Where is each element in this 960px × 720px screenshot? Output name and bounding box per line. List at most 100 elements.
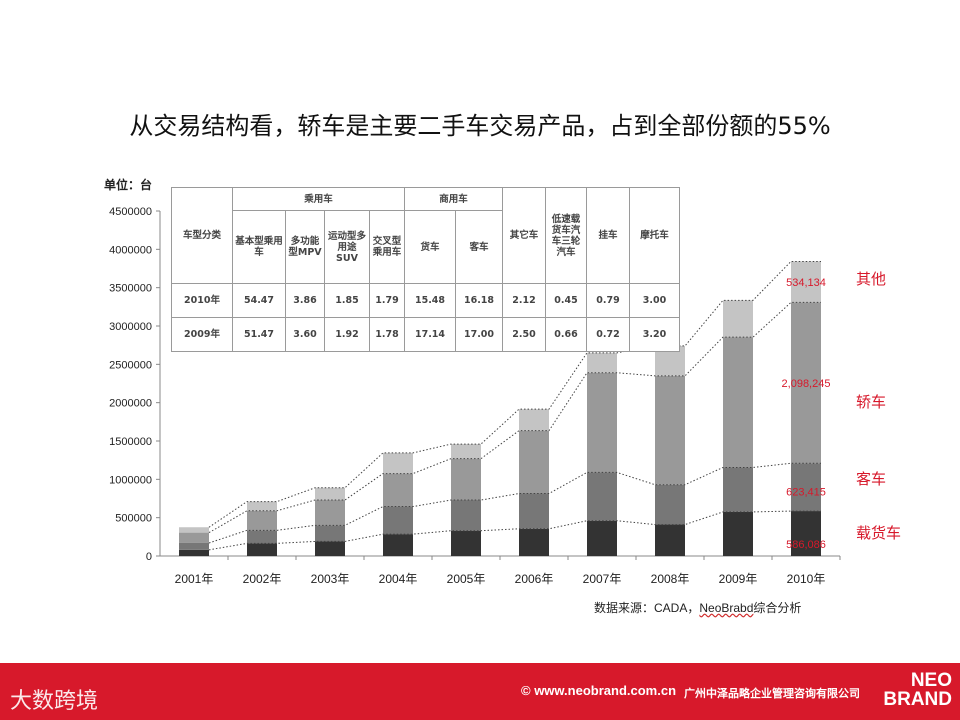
source-brand: NeoBrabd [699, 601, 753, 615]
row-year: 2009年 [172, 318, 233, 352]
bar-segment [179, 550, 209, 556]
table-corner: 车型分类 [172, 188, 233, 284]
bar-segment [383, 507, 413, 535]
y-tick-label: 4500000 [109, 206, 152, 218]
bar-segment [723, 512, 753, 556]
table-cell: 3.60 [286, 318, 325, 352]
bar-segment [383, 474, 413, 507]
table-cell: 17.00 [456, 318, 503, 352]
bar-segment [179, 527, 209, 532]
bar-segment [315, 500, 345, 525]
data-label: 534,134 [786, 277, 826, 289]
bar-segment [587, 353, 617, 373]
table-cell: 0.66 [546, 318, 587, 352]
x-tick-label: 2002年 [243, 572, 282, 586]
x-tick-label: 2005年 [447, 572, 486, 586]
table-cell: 2.50 [503, 318, 546, 352]
source-prefix: 数据来源： [594, 601, 654, 615]
bar-segment [315, 525, 345, 541]
copyright-text: © www.neobrand.com.cn [521, 683, 676, 698]
legend-label: 客车 [856, 470, 886, 488]
bar-segment [519, 431, 549, 494]
bar-segment [723, 467, 753, 511]
source-main: CADA， [654, 601, 699, 615]
col-bus: 客车 [456, 211, 503, 284]
brand-logo: NEO BRAND [874, 671, 952, 709]
y-tick-label: 500000 [115, 513, 152, 525]
bar-segment [655, 525, 685, 556]
footer-bar: 大数跨境 © www.neobrand.com.cn 广州中泽品略企业管理咨询有… [0, 663, 960, 720]
bar-segment [655, 376, 685, 485]
bar-segment [519, 494, 549, 529]
table-cell: 2.12 [503, 284, 546, 318]
bar-segment [519, 409, 549, 430]
x-tick-label: 2008年 [651, 572, 690, 586]
data-source: 数据来源：CADA，NeoBrabd综合分析 [594, 599, 801, 616]
y-tick-label: 4000000 [109, 244, 152, 256]
col-motorcycle: 摩托车 [630, 188, 680, 284]
bar-segment [587, 373, 617, 473]
table-cell: 3.86 [286, 284, 325, 318]
bar-segment [519, 529, 549, 556]
group-commercial: 商用车 [405, 188, 503, 211]
table-cell: 3.00 [630, 284, 680, 318]
table-cell: 1.92 [325, 318, 370, 352]
legend-label: 其他 [856, 270, 886, 288]
bar-segment [247, 502, 277, 511]
x-tick-label: 2006年 [515, 572, 554, 586]
bar-segment [247, 530, 277, 543]
table-cell: 3.20 [630, 318, 680, 352]
table-cell: 0.45 [546, 284, 587, 318]
bar-segment [587, 521, 617, 556]
x-tick-label: 2003年 [311, 572, 350, 586]
group-passenger: 乘用车 [233, 188, 405, 211]
bar-segment [655, 485, 685, 525]
bar-segment [383, 453, 413, 474]
data-label: 623,415 [786, 486, 826, 498]
left-logo: 大数跨境 [10, 683, 98, 715]
bar-segment [179, 533, 209, 543]
bar-segment [451, 531, 481, 556]
table-cell: 51.47 [233, 318, 286, 352]
bar-segment [247, 543, 277, 556]
bar-segment [451, 500, 481, 531]
bar-segment [315, 488, 345, 500]
row-year: 2010年 [172, 284, 233, 318]
col-basic-car: 基本型乘用车 [233, 211, 286, 284]
col-trailer: 挂车 [587, 188, 630, 284]
col-mpv: 多功能型MPV [286, 211, 325, 284]
bar-segment [451, 459, 481, 500]
col-suv: 运动型多用途SUV [325, 211, 370, 284]
col-low-speed: 低速载货车汽车三轮汽车 [546, 188, 587, 284]
col-other: 其它车 [503, 188, 546, 284]
x-tick-label: 2007年 [583, 572, 622, 586]
table-row: 2010年 54.47 3.86 1.85 1.79 15.48 16.18 2… [172, 284, 680, 318]
y-tick-label: 1500000 [109, 436, 152, 448]
table-cell: 17.14 [405, 318, 456, 352]
table-cell: 16.18 [456, 284, 503, 318]
table-cell: 1.85 [325, 284, 370, 318]
bar-segment [179, 543, 209, 550]
bar-segment [723, 300, 753, 337]
col-truck: 货车 [405, 211, 456, 284]
y-tick-label: 2000000 [109, 398, 152, 410]
table-cell: 0.79 [587, 284, 630, 318]
y-tick-label: 3000000 [109, 321, 152, 333]
source-suffix: 综合分析 [753, 601, 801, 615]
brand-top: NEO [874, 671, 952, 690]
vehicle-share-table: 车型分类 乘用车 商用车 其它车 低速载货车汽车三轮汽车 挂车 摩托车 基本型乘… [171, 187, 680, 352]
y-tick-label: 0 [146, 551, 152, 563]
x-tick-label: 2009年 [719, 572, 758, 586]
x-tick-label: 2004年 [379, 572, 418, 586]
y-tick-label: 1000000 [109, 474, 152, 486]
company-name: 广州中泽品略企业管理咨询有限公司 [684, 685, 860, 701]
bar-segment [383, 534, 413, 556]
table-cell: 1.79 [370, 284, 405, 318]
table-cell: 54.47 [233, 284, 286, 318]
data-label: 2,098,245 [782, 378, 831, 390]
bar-segment [587, 472, 617, 520]
bar-segment [451, 444, 481, 459]
legend-label: 载货车 [856, 524, 901, 542]
x-tick-label: 2010年 [787, 572, 826, 586]
brand-bottom: BRAND [874, 690, 952, 709]
